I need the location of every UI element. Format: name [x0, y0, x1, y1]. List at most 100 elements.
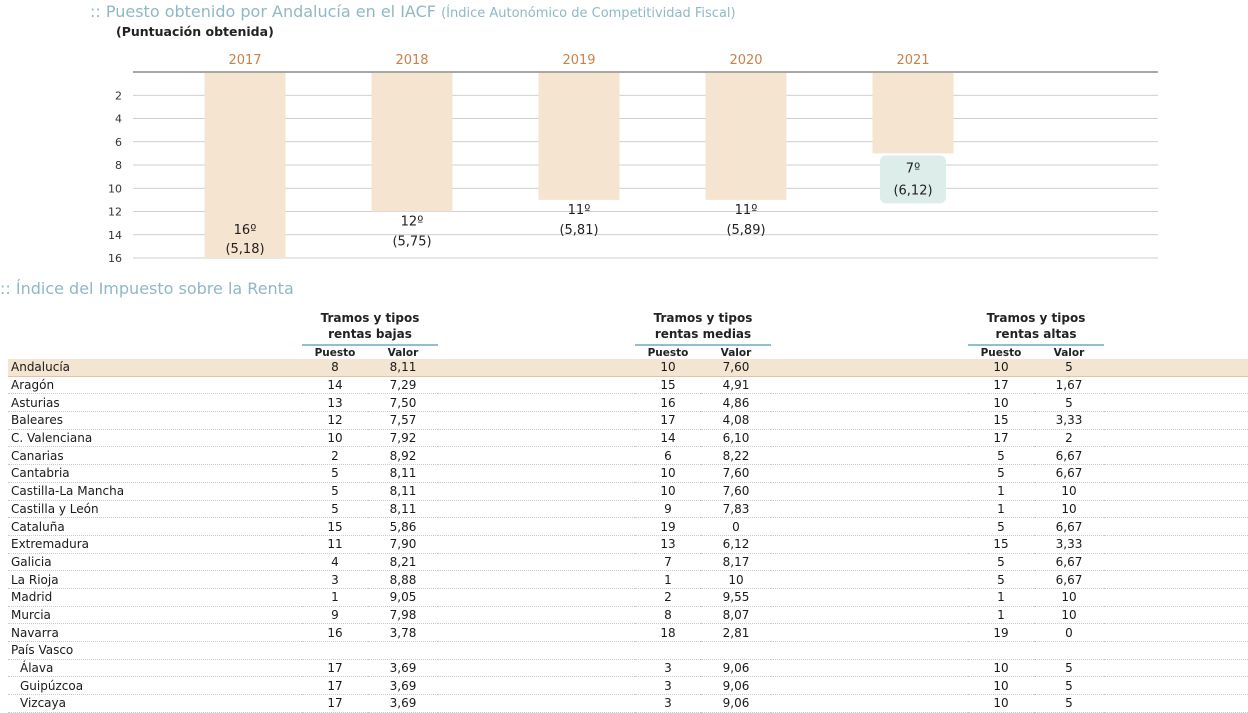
spacer [771, 695, 968, 713]
spacer [1104, 482, 1248, 500]
region-name: Extremadura [8, 535, 302, 553]
spacer [771, 500, 968, 518]
puesto-bajas: 15 [302, 518, 368, 536]
puesto-medias: 17 [635, 412, 701, 430]
valor-medias: 10 [701, 571, 771, 589]
table-row: Cantabria 5 8,11 10 7,60 5 6,67 [8, 465, 1248, 483]
valor-altas: 5 [1034, 695, 1104, 713]
renta-index-table: Tramos y tipos rentas bajas Tramos y tip… [8, 306, 1248, 713]
valor-altas: 10 [1034, 588, 1104, 606]
table-row: Extremadura 11 7,90 13 6,12 15 3,33 [8, 535, 1248, 553]
spacer [771, 412, 968, 430]
spacer [438, 535, 635, 553]
group-header-bajas: Tramos y tipos rentas bajas [302, 306, 438, 345]
valor-bajas: 3,69 [368, 695, 438, 713]
spacer [438, 642, 635, 660]
table-row: Navarra 16 3,78 18 2,81 19 0 [8, 624, 1248, 642]
puesto-altas: 1 [968, 606, 1034, 624]
spacer [438, 659, 635, 677]
group-header-medias: Tramos y tipos rentas medias [635, 306, 771, 345]
spacer [438, 606, 635, 624]
valor-bajas: 7,50 [368, 394, 438, 412]
spacer [771, 553, 968, 571]
valor-altas: 10 [1034, 482, 1104, 500]
puesto-altas: 1 [968, 482, 1034, 500]
spacer [438, 376, 635, 394]
valor-medias: 7,60 [701, 465, 771, 483]
valor-medias: 8,17 [701, 553, 771, 571]
table-row: Castilla y León 5 8,11 9 7,83 1 10 [8, 500, 1248, 518]
table-row: País Vasco [8, 642, 1248, 660]
puesto-medias: 6 [635, 447, 701, 465]
puesto-bajas: 1 [302, 588, 368, 606]
valor-bajas: 8,21 [368, 553, 438, 571]
valor-altas: 1,67 [1034, 376, 1104, 394]
spacer [438, 359, 635, 376]
spacer [1104, 553, 1248, 571]
region-name: Murcia [8, 606, 302, 624]
spacer [771, 588, 968, 606]
rank-bar-chart: 2 4 6 8 10 12 14 16 2017 16º (5,18) 2018 12º (5,75) 20… [0, 40, 1248, 264]
spacer [1104, 642, 1248, 660]
valor-bajas: 8,11 [368, 465, 438, 483]
valor-altas: 6,67 [1034, 553, 1104, 571]
puesto-bajas: 17 [302, 677, 368, 695]
puesto-altas [968, 642, 1034, 660]
puesto-altas: 10 [968, 695, 1034, 713]
year-label: 2019 [562, 53, 595, 68]
region-name: Asturias [8, 394, 302, 412]
puesto-medias: 3 [635, 677, 701, 695]
col-puesto: Puesto [302, 345, 368, 359]
puesto-bajas: 4 [302, 553, 368, 571]
rank-label: 12º [401, 215, 424, 230]
table-row: Andalucía 8 8,11 10 7,60 10 5 [8, 359, 1248, 376]
spacer [438, 447, 635, 465]
puesto-altas: 10 [968, 659, 1034, 677]
spacer [1104, 465, 1248, 483]
region-name: Andalucía [8, 359, 302, 376]
region-name: Vizcaya [8, 695, 302, 713]
year-label: 2017 [228, 53, 261, 68]
spacer [771, 571, 968, 589]
spacer [1104, 518, 1248, 536]
y-tick-label: 2 [115, 89, 122, 102]
spacer [438, 465, 635, 483]
puesto-altas: 15 [968, 535, 1034, 553]
spacer [771, 624, 968, 642]
table-row: La Rioja 3 8,88 1 10 5 6,67 [8, 571, 1248, 589]
valor-altas: 10 [1034, 606, 1104, 624]
spacer [1104, 606, 1248, 624]
puesto-medias: 2 [635, 588, 701, 606]
table-row: Madrid 1 9,05 2 9,55 1 10 [8, 588, 1248, 606]
chart-title-text: :: Puesto obtenido por Andalucía en el I… [90, 2, 436, 21]
spacer [1104, 447, 1248, 465]
spacer [771, 642, 968, 660]
valor-medias: 9,55 [701, 588, 771, 606]
puesto-bajas: 3 [302, 571, 368, 589]
year-label: 2020 [729, 53, 762, 68]
spacer [1104, 376, 1248, 394]
spacer [438, 624, 635, 642]
valor-altas: 10 [1034, 500, 1104, 518]
region-name: Navarra [8, 624, 302, 642]
puesto-bajas: 17 [302, 695, 368, 713]
valor-altas: 6,67 [1034, 571, 1104, 589]
spacer [1104, 500, 1248, 518]
valor-bajas: 7,29 [368, 376, 438, 394]
table-column-header-row: Puesto Valor Puesto Valor Puesto Valor [8, 345, 1248, 359]
y-tick-label: 16 [108, 252, 122, 264]
y-tick-label: 10 [108, 182, 122, 195]
valor-bajas: 7,90 [368, 535, 438, 553]
valor-bajas: 3,78 [368, 624, 438, 642]
table-row: Asturias 13 7,50 16 4,86 10 5 [8, 394, 1248, 412]
puesto-medias: 10 [635, 482, 701, 500]
rank-label: 16º [234, 223, 257, 238]
valor-medias: 9,06 [701, 659, 771, 677]
table-body: Andalucía 8 8,11 10 7,60 10 5 Aragón 14 7,29 15 4,9… [8, 359, 1248, 712]
valor-altas: 6,67 [1034, 447, 1104, 465]
table-row: Guipúzcoa 17 3,69 3 9,06 10 5 [8, 677, 1248, 695]
valor-medias: 9,06 [701, 695, 771, 713]
region-name: Guipúzcoa [8, 677, 302, 695]
puesto-bajas: 5 [302, 482, 368, 500]
col-puesto: Puesto [968, 345, 1034, 359]
